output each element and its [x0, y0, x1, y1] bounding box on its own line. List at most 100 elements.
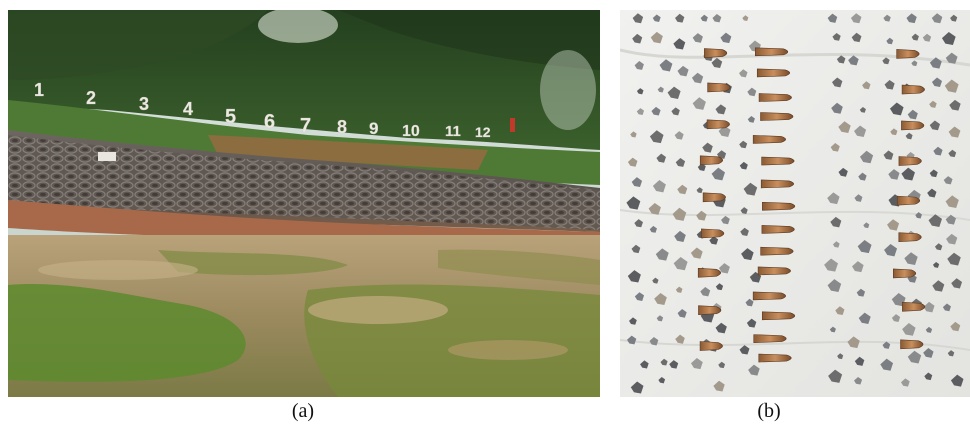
target-number: 3: [139, 94, 149, 114]
bullet: [756, 68, 791, 78]
fragment: [889, 102, 904, 116]
fragment: [887, 219, 900, 231]
fragment: [950, 14, 958, 22]
fragment: [717, 150, 727, 159]
fragment: [718, 361, 726, 369]
fragment: [674, 131, 684, 140]
fragment: [741, 248, 754, 261]
fragment: [634, 61, 644, 70]
fragment: [880, 358, 894, 371]
bullet: [893, 268, 917, 279]
fragment: [827, 13, 838, 23]
fragment: [859, 150, 874, 164]
fragment: [672, 207, 687, 221]
fragment: [656, 315, 664, 322]
fragment: [932, 280, 945, 292]
bullet: [702, 192, 726, 203]
fragment: [854, 376, 863, 385]
fragment: [640, 360, 649, 369]
fragment: [626, 196, 641, 210]
bullet: [758, 93, 792, 102]
fragment: [904, 252, 918, 265]
fragment: [669, 360, 679, 369]
target-number: 8: [337, 117, 347, 137]
fragment: [911, 33, 919, 41]
panel-a-caption: (a): [291, 400, 315, 422]
fragment: [944, 79, 959, 93]
fragment: [652, 14, 661, 22]
fragment: [649, 130, 664, 144]
fragment: [715, 322, 727, 334]
fragment: [715, 104, 727, 115]
fragment: [857, 239, 872, 254]
fragment: [882, 57, 890, 65]
fragment: [712, 14, 722, 23]
fragment: [675, 157, 686, 167]
target-number: 11: [445, 123, 461, 140]
fragment: [832, 77, 843, 88]
fragment: [721, 215, 730, 225]
fragment: [631, 177, 643, 188]
fragment: [851, 32, 862, 43]
fragment: [747, 115, 755, 123]
fragment: [836, 55, 846, 64]
bullet: [761, 156, 795, 166]
fragment: [650, 31, 663, 44]
fragment: [711, 57, 723, 69]
fragment: [931, 13, 943, 24]
fragment: [882, 341, 891, 349]
fragment: [700, 14, 708, 22]
fragment: [929, 169, 938, 178]
fragment: [700, 286, 711, 297]
fragment: [673, 38, 686, 50]
fragment: [929, 100, 937, 108]
fragment: [691, 72, 704, 84]
bullet: [757, 266, 791, 276]
target-number: 4: [183, 99, 193, 119]
fragment: [852, 261, 864, 273]
fragment: [697, 163, 706, 171]
fragment: [718, 263, 730, 274]
fragment: [949, 99, 961, 111]
fragment: [890, 128, 898, 136]
fragment: [745, 298, 754, 307]
target-number: 1: [34, 80, 44, 100]
fragment: [632, 13, 644, 24]
fragment: [652, 180, 666, 193]
fragment: [848, 55, 859, 66]
fragment: [711, 167, 725, 181]
fragment: [627, 157, 638, 167]
fragment: [630, 131, 637, 138]
fragment: [677, 65, 689, 77]
fragment: [900, 378, 910, 387]
bullet: [760, 246, 794, 256]
bullet: [761, 311, 796, 321]
fragment: [838, 121, 851, 134]
fragment: [830, 216, 842, 228]
fragment: [827, 192, 840, 205]
bullet: [755, 47, 789, 57]
fragment: [743, 182, 758, 196]
fragment: [947, 252, 961, 266]
fragment: [907, 350, 922, 364]
fragment: [739, 161, 748, 170]
fragment: [942, 303, 951, 312]
fragment: [652, 277, 659, 284]
fragment-layer: [626, 13, 964, 394]
fragment: [649, 225, 657, 233]
fragment: [740, 227, 749, 236]
fragment: [649, 337, 659, 346]
fragment: [634, 219, 643, 228]
fragment: [932, 261, 940, 268]
fragment: [742, 15, 749, 22]
fragment: [677, 309, 687, 318]
fragment: [718, 125, 731, 137]
fragment: [950, 321, 961, 332]
fragment: [720, 32, 732, 44]
bullet: [898, 156, 922, 166]
fragment: [648, 202, 661, 215]
fragment: [907, 109, 918, 120]
bullet: [896, 49, 920, 59]
target-number: 2: [86, 88, 96, 108]
fragment: [948, 126, 961, 138]
